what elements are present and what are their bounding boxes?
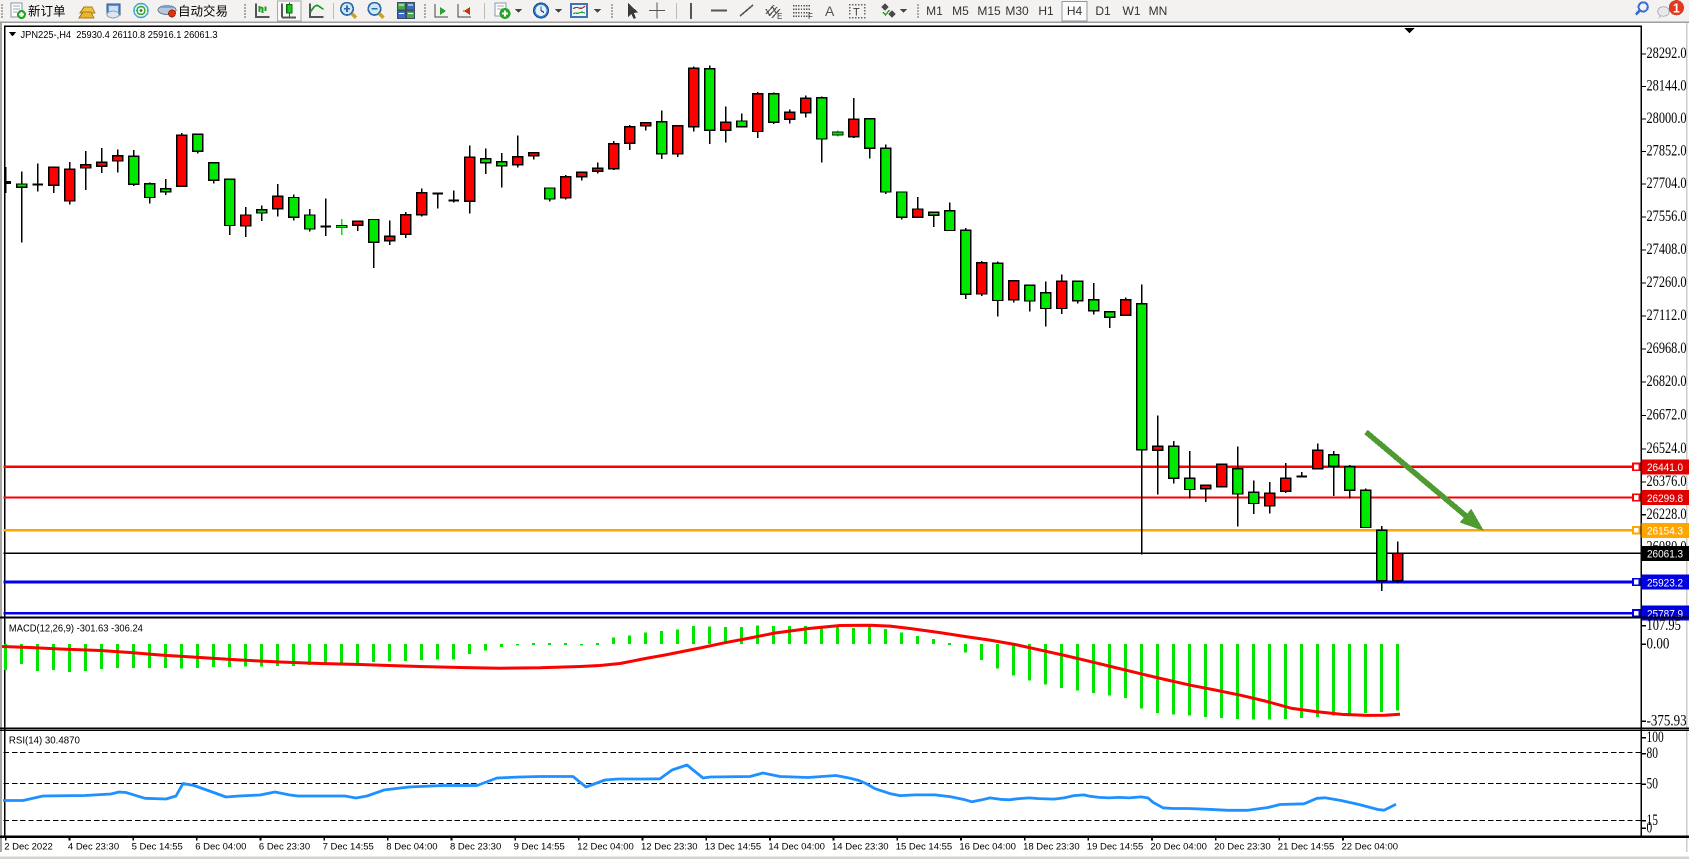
svg-text:8 Dec 23:30: 8 Dec 23:30 [450, 842, 501, 853]
svg-text:7 Dec 14:55: 7 Dec 14:55 [323, 842, 374, 853]
svg-text:16 Dec 04:00: 16 Dec 04:00 [959, 842, 1016, 853]
svg-text:80: 80 [1647, 745, 1659, 762]
svg-text:E: E [777, 12, 782, 21]
svg-text:14 Dec 04:00: 14 Dec 04:00 [768, 842, 825, 853]
svg-text:26524.0: 26524.0 [1647, 440, 1687, 457]
svg-text:18 Dec 23:30: 18 Dec 23:30 [1023, 842, 1080, 853]
svg-text:28000.0: 28000.0 [1647, 110, 1687, 127]
svg-text:107.95: 107.95 [1647, 617, 1681, 634]
svg-text:2 Dec 2022: 2 Dec 2022 [4, 842, 53, 853]
svg-text:6 Dec 04:00: 6 Dec 04:00 [195, 842, 246, 853]
svg-text:RSI(14) 30.4870: RSI(14) 30.4870 [9, 735, 80, 746]
svg-text:A: A [825, 3, 835, 19]
svg-text:9 Dec 14:55: 9 Dec 14:55 [514, 842, 565, 853]
svg-text:21 Dec 14:55: 21 Dec 14:55 [1278, 842, 1335, 853]
svg-text:15 Dec 14:55: 15 Dec 14:55 [896, 842, 953, 853]
svg-text:JPN225-,H4 25930.4 26110.8 25: JPN225-,H4 25930.4 26110.8 25916.1 26061… [21, 30, 218, 41]
svg-text:26968.0: 26968.0 [1647, 340, 1687, 357]
svg-text:26299.8: 26299.8 [1647, 493, 1683, 505]
svg-text:M15: M15 [977, 4, 1001, 18]
svg-text:20 Dec 23:30: 20 Dec 23:30 [1214, 842, 1271, 853]
svg-text:27260.0: 27260.0 [1647, 274, 1687, 291]
svg-text:100: 100 [1647, 729, 1664, 746]
svg-text:25923.2: 25923.2 [1647, 577, 1683, 589]
svg-text:F: F [808, 12, 813, 21]
svg-text:-375.93: -375.93 [1647, 712, 1687, 729]
svg-text:26061.3: 26061.3 [1647, 549, 1683, 561]
svg-text:MN: MN [1149, 4, 1168, 18]
svg-text:M5: M5 [952, 4, 969, 18]
svg-text:26672.0: 26672.0 [1647, 407, 1687, 424]
svg-text:M30: M30 [1005, 4, 1029, 18]
svg-text:D1: D1 [1095, 4, 1111, 18]
svg-text:4 Dec 23:30: 4 Dec 23:30 [68, 842, 119, 853]
svg-text:26154.3: 26154.3 [1647, 526, 1683, 538]
svg-text:27556.0: 27556.0 [1647, 208, 1687, 225]
svg-text:14 Dec 23:30: 14 Dec 23:30 [832, 842, 889, 853]
svg-text:0.00: 0.00 [1647, 635, 1670, 652]
svg-text:26820.0: 26820.0 [1647, 373, 1687, 390]
svg-text:5 Dec 14:55: 5 Dec 14:55 [132, 842, 183, 853]
svg-text:19 Dec 14:55: 19 Dec 14:55 [1087, 842, 1144, 853]
svg-text:28144.0: 28144.0 [1647, 78, 1687, 95]
svg-text:26376.0: 26376.0 [1647, 473, 1687, 490]
svg-text:27704.0: 27704.0 [1647, 175, 1687, 192]
svg-text:H4: H4 [1067, 4, 1083, 18]
svg-text:H1: H1 [1038, 4, 1054, 18]
svg-text:W1: W1 [1123, 4, 1141, 18]
svg-text:0: 0 [1647, 819, 1653, 836]
svg-text:26228.0: 26228.0 [1647, 506, 1687, 523]
svg-text:27852.0: 27852.0 [1647, 143, 1687, 160]
svg-text:15: 15 [1647, 812, 1659, 829]
svg-text:MACD(12,26,9) -301.63 -306.24: MACD(12,26,9) -301.63 -306.24 [9, 623, 143, 634]
svg-text:26441.0: 26441.0 [1647, 462, 1683, 474]
svg-text:8 Dec 04:00: 8 Dec 04:00 [386, 842, 437, 853]
svg-text:27408.0: 27408.0 [1647, 241, 1687, 258]
svg-text:50: 50 [1647, 775, 1659, 792]
svg-text:6 Dec 23:30: 6 Dec 23:30 [259, 842, 310, 853]
svg-text:20 Dec 04:00: 20 Dec 04:00 [1150, 842, 1207, 853]
svg-text:新订单: 新订单 [28, 4, 66, 19]
svg-text:27112.0: 27112.0 [1647, 307, 1687, 324]
svg-text:28292.0: 28292.0 [1647, 45, 1687, 62]
svg-text:13 Dec 14:55: 13 Dec 14:55 [705, 842, 762, 853]
svg-text:1: 1 [1673, 1, 1680, 15]
svg-text:12 Dec 04:00: 12 Dec 04:00 [577, 842, 634, 853]
svg-text:22 Dec 04:00: 22 Dec 04:00 [1342, 842, 1399, 853]
svg-text:自动交易: 自动交易 [178, 4, 228, 19]
svg-text:12 Dec 23:30: 12 Dec 23:30 [641, 842, 698, 853]
svg-text:T: T [853, 7, 860, 19]
svg-text:M1: M1 [926, 4, 943, 18]
